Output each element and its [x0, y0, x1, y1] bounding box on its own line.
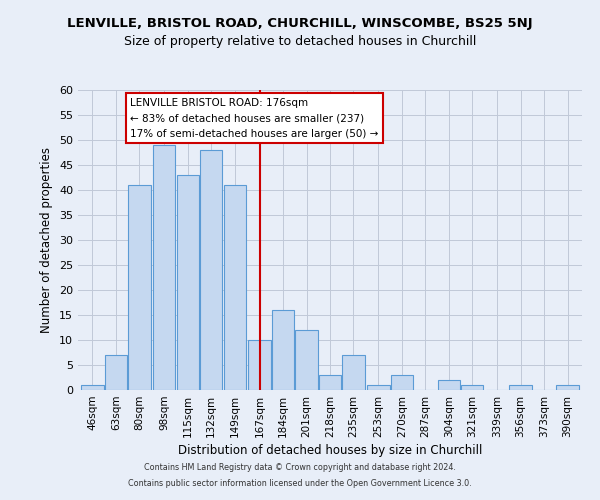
Bar — [128, 185, 151, 390]
Bar — [391, 375, 413, 390]
Bar — [342, 355, 365, 390]
Bar — [509, 385, 532, 390]
Text: Contains HM Land Registry data © Crown copyright and database right 2024.: Contains HM Land Registry data © Crown c… — [144, 464, 456, 472]
Text: Size of property relative to detached houses in Churchill: Size of property relative to detached ho… — [124, 35, 476, 48]
Bar — [82, 385, 104, 390]
Bar — [176, 175, 199, 390]
Bar — [224, 185, 246, 390]
Bar — [200, 150, 223, 390]
Bar — [556, 385, 578, 390]
Bar — [319, 375, 341, 390]
Bar — [153, 145, 175, 390]
Bar — [461, 385, 484, 390]
Text: LENVILLE, BRISTOL ROAD, CHURCHILL, WINSCOMBE, BS25 5NJ: LENVILLE, BRISTOL ROAD, CHURCHILL, WINSC… — [67, 18, 533, 30]
Text: LENVILLE BRISTOL ROAD: 176sqm
← 83% of detached houses are smaller (237)
17% of : LENVILLE BRISTOL ROAD: 176sqm ← 83% of d… — [130, 98, 379, 138]
Bar — [105, 355, 127, 390]
Bar — [367, 385, 389, 390]
Bar — [295, 330, 318, 390]
Text: Contains public sector information licensed under the Open Government Licence 3.: Contains public sector information licen… — [128, 478, 472, 488]
Bar — [248, 340, 271, 390]
Y-axis label: Number of detached properties: Number of detached properties — [40, 147, 53, 333]
X-axis label: Distribution of detached houses by size in Churchill: Distribution of detached houses by size … — [178, 444, 482, 457]
Bar — [272, 310, 294, 390]
Bar — [437, 380, 460, 390]
